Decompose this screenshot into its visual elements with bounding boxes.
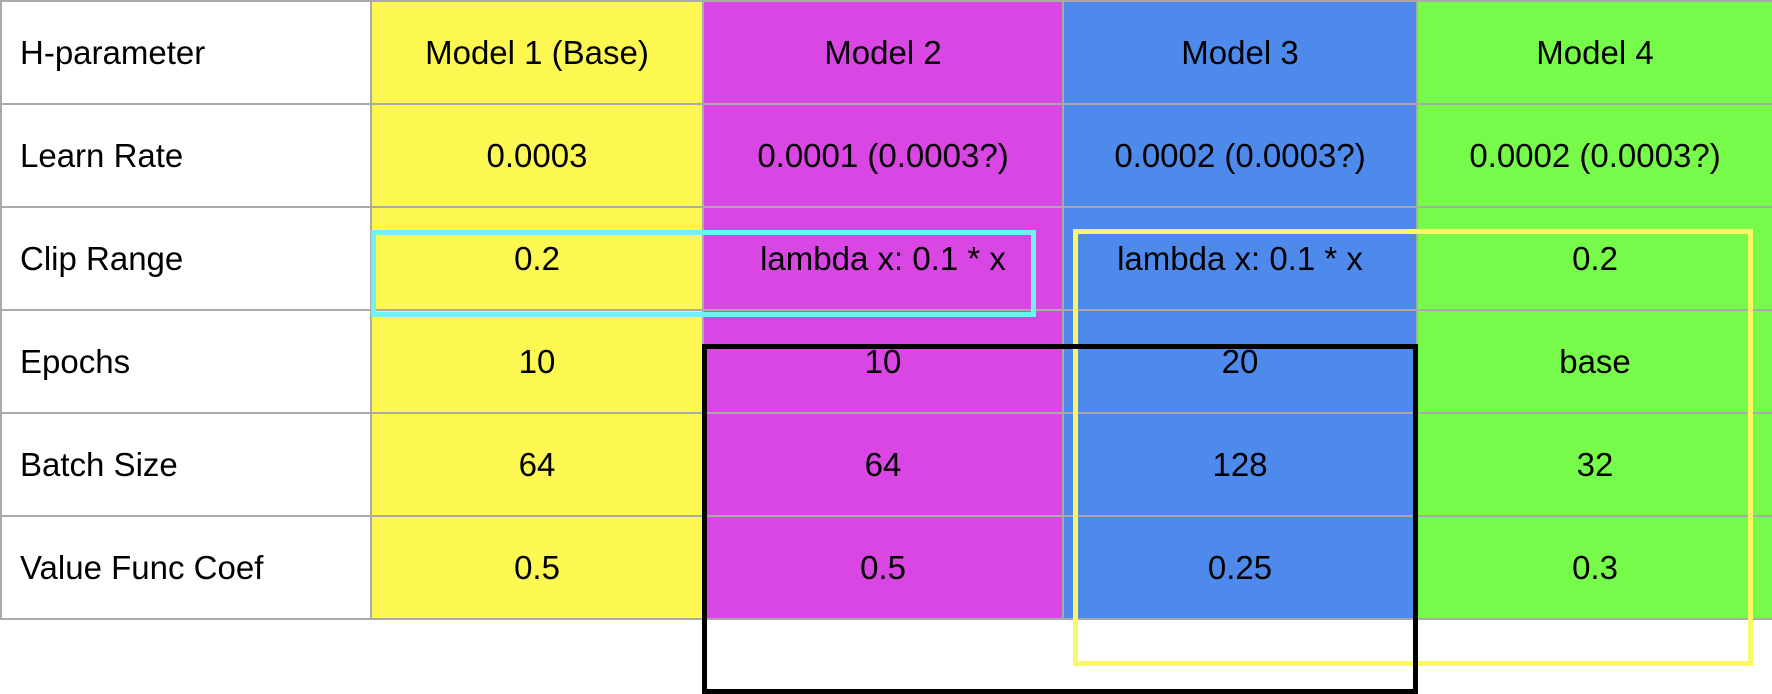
cell-value-func-coef-model-1: 0.5	[370, 515, 704, 620]
cell-epochs-model-4: base	[1416, 309, 1772, 414]
header-model-2: Model 2	[702, 0, 1064, 105]
cell-learn-rate-model-4: 0.0002 (0.0003?)	[1416, 103, 1772, 208]
header-model-4: Model 4	[1416, 0, 1772, 105]
row-label-clip-range: Clip Range	[0, 206, 372, 311]
header-model-1: Model 1 (Base)	[370, 0, 704, 105]
cell-batch-size-model-4: 32	[1416, 412, 1772, 517]
cell-clip-range-model-4: 0.2	[1416, 206, 1772, 311]
cell-learn-rate-model-3: 0.0002 (0.0003?)	[1062, 103, 1418, 208]
cell-epochs-model-3: 20	[1062, 309, 1418, 414]
cell-learn-rate-model-2: 0.0001 (0.0003?)	[702, 103, 1064, 208]
cell-learn-rate-model-1: 0.0003	[370, 103, 704, 208]
table-row-learn-rate: Learn Rate 0.0003 0.0001 (0.0003?) 0.000…	[0, 103, 1772, 208]
cell-value-func-coef-model-3: 0.25	[1062, 515, 1418, 620]
cell-clip-range-model-2: lambda x: 0.1 * x	[702, 206, 1064, 311]
table-row-epochs: Epochs 10 10 20 base	[0, 309, 1772, 414]
header-hparameter: H-parameter	[0, 0, 372, 105]
header-model-3: Model 3	[1062, 0, 1418, 105]
cell-clip-range-model-3: lambda x: 0.1 * x	[1062, 206, 1418, 311]
table-row-clip-range: Clip Range 0.2 lambda x: 0.1 * x lambda …	[0, 206, 1772, 311]
cell-batch-size-model-1: 64	[370, 412, 704, 517]
row-label-epochs: Epochs	[0, 309, 372, 414]
cell-clip-range-model-1: 0.2	[370, 206, 704, 311]
header-row: H-parameter Model 1 (Base) Model 2 Model…	[0, 0, 1772, 105]
cell-value-func-coef-model-4: 0.3	[1416, 515, 1772, 620]
row-label-batch-size: Batch Size	[0, 412, 372, 517]
cell-epochs-model-2: 10	[702, 309, 1064, 414]
cell-epochs-model-1: 10	[370, 309, 704, 414]
cell-batch-size-model-3: 128	[1062, 412, 1418, 517]
table-row-value-func-coef: Value Func Coef 0.5 0.5 0.25 0.3	[0, 515, 1772, 620]
row-label-value-func-coef: Value Func Coef	[0, 515, 372, 620]
row-label-learn-rate: Learn Rate	[0, 103, 372, 208]
table-row-batch-size: Batch Size 64 64 128 32	[0, 412, 1772, 517]
hyperparameter-table: H-parameter Model 1 (Base) Model 2 Model…	[0, 0, 1772, 620]
cell-batch-size-model-2: 64	[702, 412, 1064, 517]
cell-value-func-coef-model-2: 0.5	[702, 515, 1064, 620]
